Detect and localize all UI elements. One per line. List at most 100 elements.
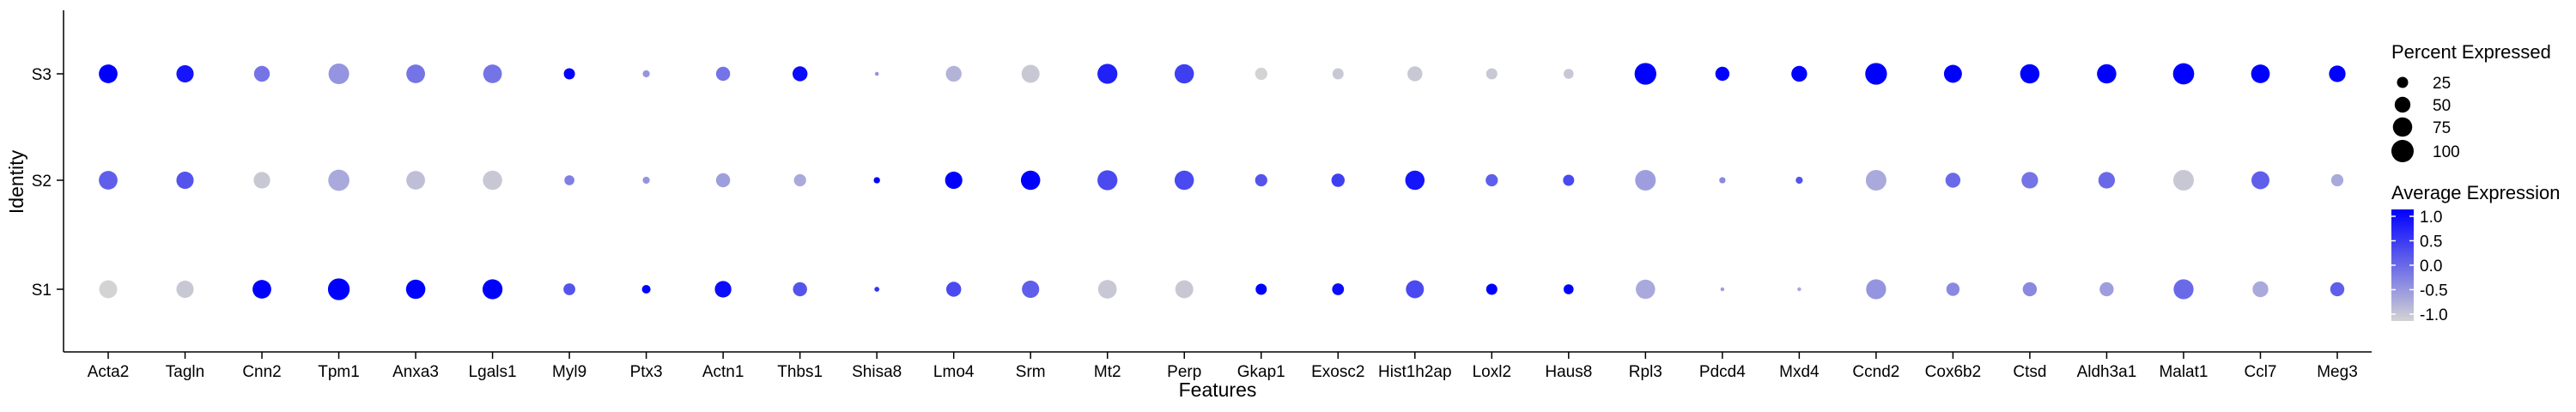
dot-s3-pdcd4 xyxy=(1715,66,1730,82)
dot-s1-pdcd4 xyxy=(1720,287,1725,292)
dot-s2-lgals1 xyxy=(483,170,502,191)
dot-s2-acta2 xyxy=(99,171,118,190)
dot-s2-rpl3 xyxy=(1635,170,1656,191)
dot-s2-ccnd2 xyxy=(1865,170,1886,191)
dot-s3-srm xyxy=(1021,64,1040,83)
dot-s2-loxl2 xyxy=(1485,173,1498,187)
dot-s2-hist1h2ap xyxy=(1405,170,1425,191)
x-tick-label: Ccnd2 xyxy=(1852,363,1899,381)
size-legend-label: 25 xyxy=(2433,75,2451,93)
x-tick-label: Thbs1 xyxy=(777,363,823,381)
dot-s2-pdcd4 xyxy=(1719,177,1726,184)
dot-s2-malat1 xyxy=(2173,170,2194,191)
size-legend-label: 50 xyxy=(2433,97,2451,115)
dot-s3-cox6b2 xyxy=(1943,64,1962,83)
dot-s1-tpm1 xyxy=(327,278,350,300)
dot-s3-anxa3 xyxy=(406,64,425,83)
size-legend-label: 100 xyxy=(2433,143,2460,161)
color-legend-label: 1.0 xyxy=(2420,209,2442,227)
color-legend: Average Expression 1.0 0.5 0.0 -0.5 -1.0 xyxy=(2391,182,2561,324)
x-tick-label: Tpm1 xyxy=(318,363,360,381)
dot-s2-cnn2 xyxy=(253,172,270,189)
dot-s2-shisa8 xyxy=(873,177,880,184)
x-tick-label: Myl9 xyxy=(552,363,586,381)
dot-s2-haus8 xyxy=(1563,174,1575,186)
dot-s3-meg3 xyxy=(2329,65,2346,82)
dot-s1-exosc2 xyxy=(1332,283,1345,295)
dot-s1-cnn2 xyxy=(252,280,271,299)
color-legend-title: Average Expression xyxy=(2391,182,2561,203)
dot-s1-aldh3a1 xyxy=(2099,282,2114,297)
x-tick-label: Rpl3 xyxy=(1629,363,1662,381)
dot-s1-myl9 xyxy=(563,283,575,295)
x-tick-layer: Acta2 Tagln Cnn2 Tpm1 Anxa3 Lgals1 Myl9 Ptx3 Act… xyxy=(88,352,2358,381)
dot-s3-shisa8 xyxy=(874,71,879,76)
dot-layer xyxy=(99,63,2346,300)
dot-s1-lmo4 xyxy=(945,282,962,297)
x-tick-label: Loxl2 xyxy=(1473,363,1511,381)
dot-s3-tpm1 xyxy=(328,64,349,84)
dot-s2-ctsd xyxy=(2021,172,2038,189)
dot-s1-perp xyxy=(1175,280,1194,299)
dot-s1-ctsd xyxy=(2022,282,2038,297)
dot-s1-thbs1 xyxy=(793,282,807,297)
dot-s3-rpl3 xyxy=(1634,63,1656,85)
dot-s1-tagln xyxy=(176,280,194,299)
dot-s1-ccnd2 xyxy=(1866,279,1886,300)
dot-s3-lgals1 xyxy=(483,64,502,83)
color-legend-label: 0.0 xyxy=(2420,258,2442,276)
dot-s3-aldh3a1 xyxy=(2097,64,2117,84)
dot-s3-gkap1 xyxy=(1255,67,1267,81)
x-tick-label: Aldh3a1 xyxy=(2077,363,2137,381)
dot-s2-aldh3a1 xyxy=(2098,172,2116,189)
dot-s3-actn1 xyxy=(715,66,731,82)
dot-s3-ctsd xyxy=(2020,64,2040,84)
dot-s2-ccl7 xyxy=(2251,171,2269,190)
dot-s3-haus8 xyxy=(1563,69,1574,79)
x-tick-label: Hist1h2ap xyxy=(1378,363,1452,381)
dot-s2-myl9 xyxy=(564,175,574,185)
x-tick-label: Cnn2 xyxy=(242,363,281,381)
dot-s2-tagln xyxy=(176,171,194,190)
dot-s3-perp xyxy=(1174,64,1194,84)
x-tick-label: Srm xyxy=(1016,363,1046,381)
dot-s2-meg3 xyxy=(2330,173,2344,187)
y-tick-label: S1 xyxy=(32,282,52,300)
x-tick-label: Anxa3 xyxy=(392,363,439,381)
dot-s3-ptx3 xyxy=(642,70,650,78)
dot-s3-cnn2 xyxy=(253,65,270,82)
dot-s1-rpl3 xyxy=(1636,279,1656,300)
dot-s1-ptx3 xyxy=(641,284,651,294)
color-legend-label: -1.0 xyxy=(2420,306,2448,324)
dot-s1-haus8 xyxy=(1563,284,1574,294)
x-tick-label: Ptx3 xyxy=(630,363,663,381)
y-axis-title: Identity xyxy=(5,149,27,214)
dot-s2-gkap1 xyxy=(1255,173,1267,187)
x-tick-label: Malat1 xyxy=(2159,363,2208,381)
size-legend-title: Percent Expressed xyxy=(2391,41,2551,63)
size-legend-dot xyxy=(2394,96,2411,113)
color-legend-label: 0.5 xyxy=(2420,233,2442,251)
dot-s3-malat1 xyxy=(2172,63,2195,85)
x-tick-label: Tagln xyxy=(166,363,204,381)
dot-s3-ccl7 xyxy=(2251,64,2270,83)
dot-s2-tpm1 xyxy=(328,169,349,191)
dot-s1-mt2 xyxy=(1097,280,1117,299)
x-tick-label: Mxd4 xyxy=(1779,363,1820,381)
dot-s1-shisa8 xyxy=(874,287,880,292)
size-legend-dot xyxy=(2391,140,2414,162)
dot-s1-hist1h2ap xyxy=(1406,280,1425,299)
dot-s3-acta2 xyxy=(99,64,118,83)
x-axis-title: Features xyxy=(1179,379,1257,401)
dot-s3-ccnd2 xyxy=(1865,63,1887,85)
x-tick-label: Mt2 xyxy=(1094,363,1121,381)
x-tick-label: Lmo4 xyxy=(933,363,975,381)
dot-s1-mxd4 xyxy=(1797,287,1801,292)
dot-s2-srm xyxy=(1020,170,1041,191)
x-tick-label: Ccl7 xyxy=(2244,363,2276,381)
dot-s2-perp xyxy=(1174,170,1194,191)
x-tick-label: Meg3 xyxy=(2317,363,2358,381)
dot-s2-cox6b2 xyxy=(1945,173,1961,188)
dot-s3-hist1h2ap xyxy=(1407,66,1423,82)
